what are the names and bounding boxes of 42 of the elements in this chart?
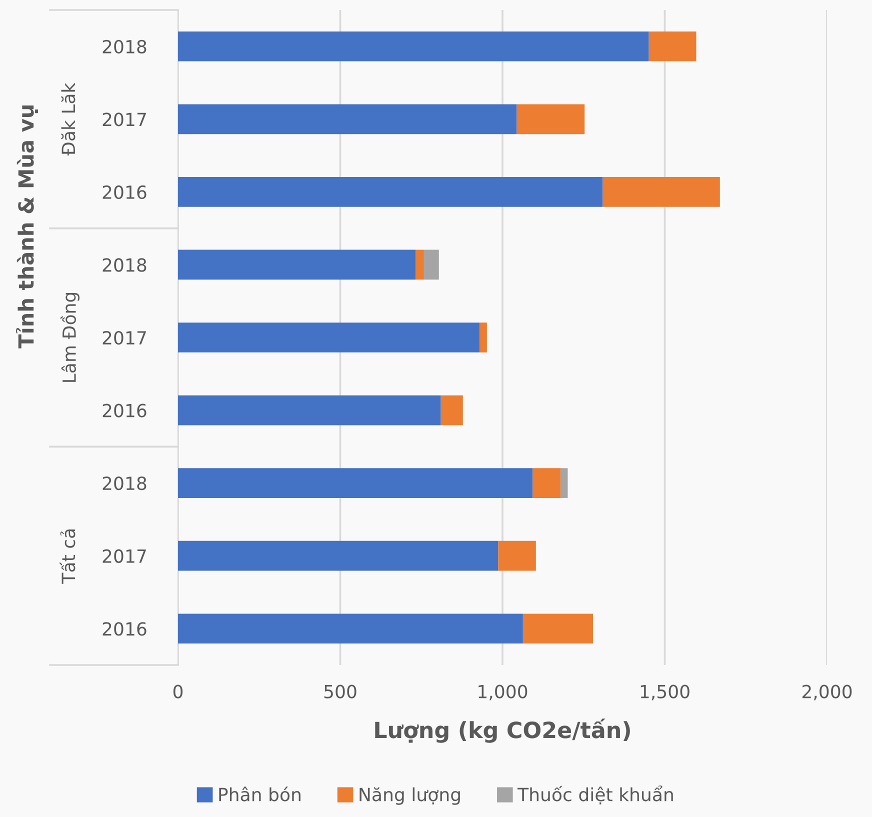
x-axis-title: Lượng (kg CO2e/tấn) bbox=[375, 718, 630, 743]
text: Tất cả bbox=[60, 530, 76, 584]
bar bbox=[178, 104, 517, 134]
bar bbox=[516, 104, 585, 134]
legend-label: Phân bón bbox=[219, 786, 300, 802]
x-tick-label: 500 bbox=[324, 684, 356, 698]
y-tick-label: 2018 bbox=[102, 476, 146, 490]
text: Đăk Lăk bbox=[61, 82, 76, 156]
bar bbox=[178, 540, 498, 571]
x-tick-label: 2,000 bbox=[802, 684, 852, 700]
bar bbox=[178, 177, 603, 207]
bar bbox=[178, 468, 533, 498]
y-axis-title: Tỉnh thành & Mùa vụ bbox=[16, 106, 38, 348]
x-tick-label: 1,000 bbox=[478, 684, 528, 700]
legend-label: Năng lượng bbox=[360, 787, 460, 805]
bar bbox=[498, 540, 536, 571]
y-tick-label: 2017 bbox=[102, 549, 146, 563]
bar bbox=[440, 395, 463, 426]
bar bbox=[424, 250, 439, 280]
bar bbox=[178, 614, 523, 644]
y-tick-label: 2017 bbox=[102, 330, 146, 345]
bar bbox=[178, 31, 649, 62]
bar bbox=[560, 468, 568, 498]
legend-label: Thuốc diệt khuẩn bbox=[517, 786, 673, 804]
y-tick-label: 2016 bbox=[102, 404, 146, 418]
x-tick-label: 0 bbox=[173, 684, 183, 698]
bar bbox=[178, 395, 441, 426]
y-tick-label: 2018 bbox=[102, 258, 146, 272]
text: Lâm Đồng bbox=[60, 292, 80, 382]
y-tick-label: 2017 bbox=[102, 112, 146, 126]
y-tick-label: 2016 bbox=[102, 185, 146, 200]
bar bbox=[648, 31, 696, 62]
bar bbox=[522, 614, 594, 644]
bar bbox=[178, 322, 480, 352]
bar bbox=[416, 250, 424, 280]
y-tick-label: 2016 bbox=[102, 622, 146, 636]
bar bbox=[178, 250, 416, 280]
bar bbox=[532, 468, 561, 498]
bar bbox=[602, 177, 720, 207]
y-tick-label: 2018 bbox=[102, 40, 146, 54]
bar bbox=[480, 322, 487, 352]
x-tick-label: 1,500 bbox=[640, 684, 690, 700]
